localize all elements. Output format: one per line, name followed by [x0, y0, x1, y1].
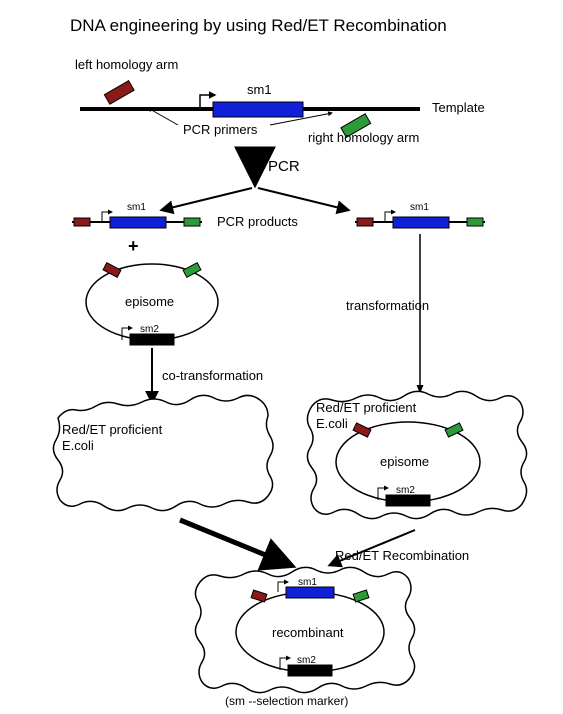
- template-label: Template: [432, 100, 485, 115]
- cotransformation-label: co-transformation: [162, 368, 263, 383]
- plus-label: +: [128, 236, 139, 257]
- sm1-label-prod-left: sm1: [127, 202, 146, 213]
- pcr-label: PCR: [268, 158, 300, 175]
- sm1-recomb-label: sm1: [298, 577, 317, 588]
- left-cell-label: Red/ET proficient E.coli: [62, 422, 162, 455]
- pcr-product-right: [355, 212, 485, 228]
- sm2-recomb-label: sm2: [297, 655, 316, 666]
- split-arrow-left: [162, 188, 252, 210]
- pcr-products-label: PCR products: [217, 214, 298, 229]
- pcr-primers-label: PCR primers: [183, 122, 257, 137]
- sm1-label-prod-right: sm1: [410, 202, 429, 213]
- sm2-left-label: sm2: [140, 324, 159, 335]
- footnote-label: (sm --selection marker): [225, 694, 348, 708]
- sm1-box: [213, 102, 303, 117]
- merge-arrow-left: [180, 520, 290, 565]
- diagram-canvas: DNA engineering by using Red/ET Recombin…: [0, 0, 563, 714]
- episome-left-label: episome: [125, 294, 174, 309]
- left-arm-icon: [104, 81, 134, 105]
- episome-right-label: episome: [380, 454, 429, 469]
- sm2-right-label: sm2: [396, 485, 415, 496]
- left-arm-label: left homology arm: [75, 57, 178, 72]
- pcr-product-left: [72, 212, 202, 228]
- split-arrow-right: [258, 188, 348, 210]
- transformation-label: transformation: [346, 298, 429, 313]
- right-cell-label: Red/ET proficient E.coli: [316, 400, 416, 433]
- sm1-label-template: sm1: [247, 82, 272, 97]
- right-arm-label: right homology arm: [308, 130, 419, 145]
- recombination-label: Red/ET Recombination: [335, 548, 469, 563]
- recombinant-label: recombinant: [272, 625, 344, 640]
